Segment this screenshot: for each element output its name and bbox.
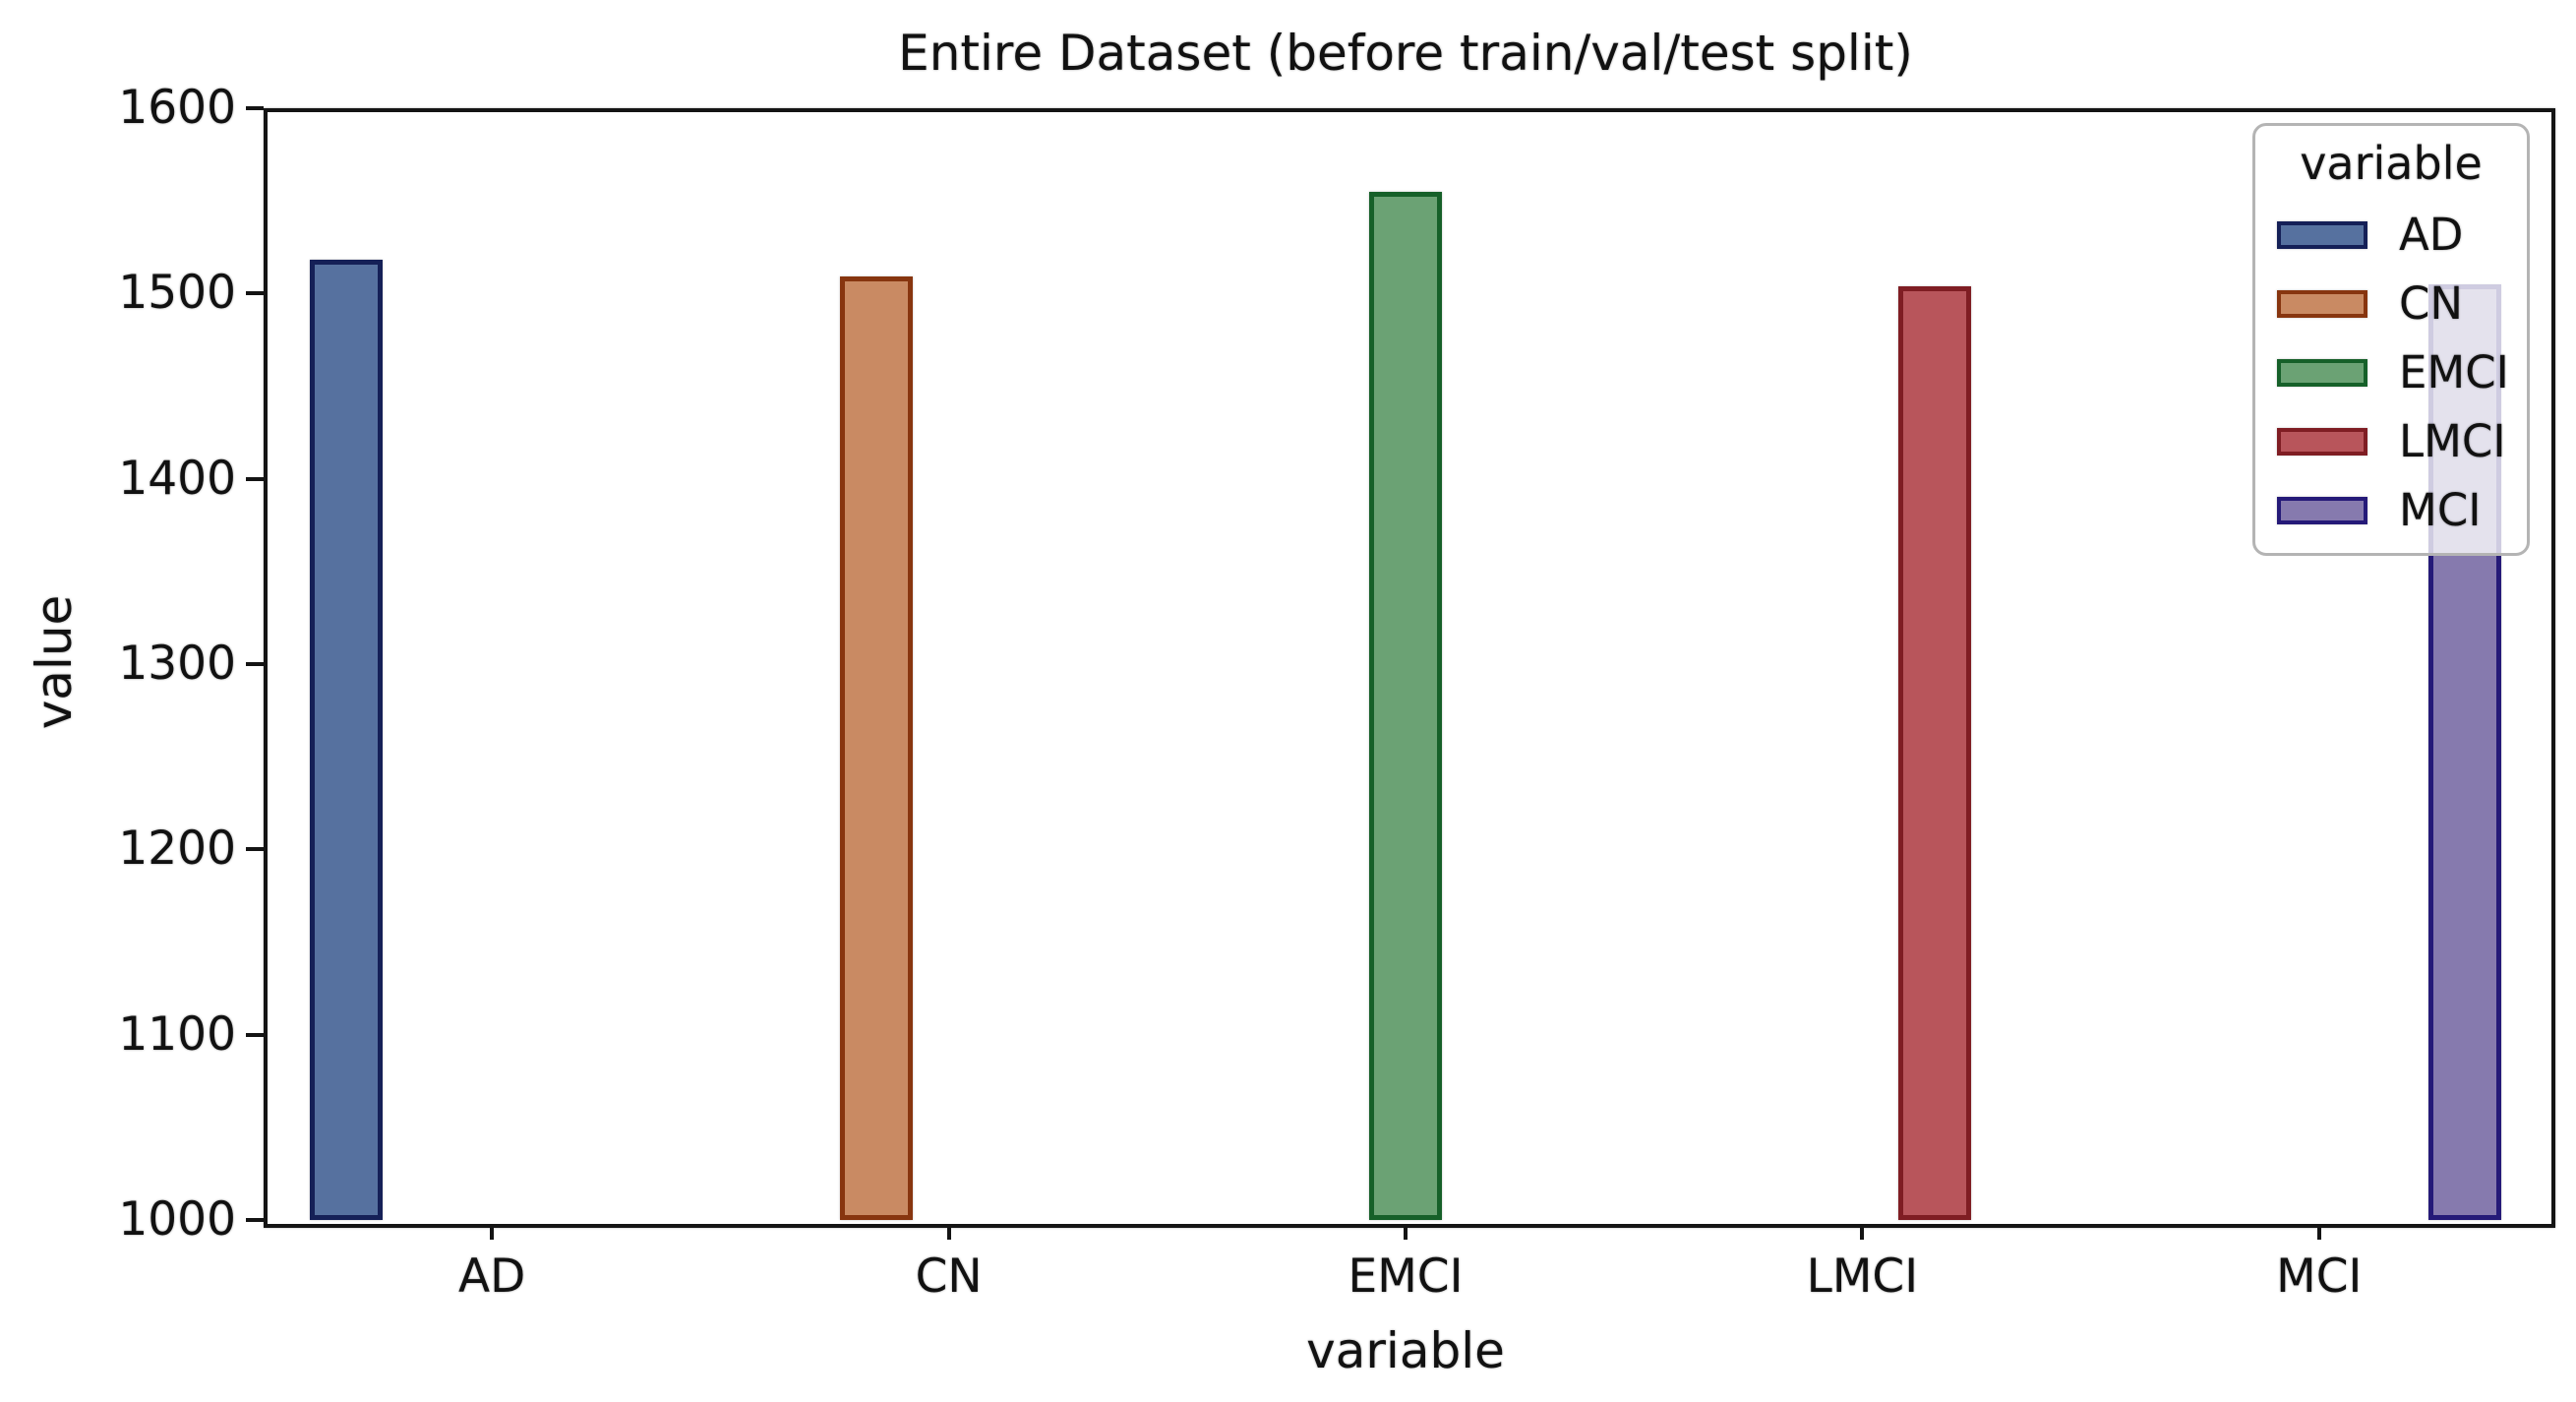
legend-swatch-MCI xyxy=(2277,497,2367,524)
legend-rows: AD CN EMCI LMCI MCI xyxy=(2255,201,2527,545)
y-tick-label: 1500 xyxy=(118,266,236,321)
legend-title: variable xyxy=(2300,137,2483,190)
legend-entry-AD: AD xyxy=(2255,201,2527,270)
legend-label-MCI: MCI xyxy=(2399,484,2482,536)
y-tick-label: 1100 xyxy=(118,1006,236,1062)
legend-swatch-CN xyxy=(2277,290,2367,318)
bar-LMCI xyxy=(1898,286,1971,1220)
legend-label-CN: CN xyxy=(2399,277,2464,330)
plot-area xyxy=(264,108,2555,1228)
bar-AD xyxy=(310,260,383,1220)
legend-entry-EMCI: EMCI xyxy=(2255,338,2527,407)
y-tick-label: 1300 xyxy=(118,637,236,691)
x-tick-mark xyxy=(1860,1224,1865,1240)
x-tick-label: LMCI xyxy=(1806,1250,1919,1304)
bar-CN xyxy=(840,276,913,1220)
x-tick-mark xyxy=(1404,1224,1408,1240)
legend-swatch-EMCI xyxy=(2277,359,2367,387)
legend: variable AD CN EMCI LMCI MCI xyxy=(2252,123,2530,556)
y-tick-label: 1200 xyxy=(118,822,236,877)
legend-entry-CN: CN xyxy=(2255,270,2527,338)
y-tick-mark xyxy=(246,291,264,296)
x-tick-label: MCI xyxy=(2276,1250,2363,1304)
chart-title: Entire Dataset (before train/val/test sp… xyxy=(898,25,1913,82)
y-tick-mark xyxy=(246,106,264,110)
x-axis-label: variable xyxy=(1306,1322,1505,1379)
x-tick-mark xyxy=(490,1224,495,1240)
bar-EMCI xyxy=(1369,192,1442,1220)
y-tick-label: 1000 xyxy=(118,1192,236,1247)
x-tick-mark xyxy=(2316,1224,2321,1240)
x-tick-label: AD xyxy=(458,1250,526,1304)
x-tick-mark xyxy=(946,1224,951,1240)
legend-entry-MCI: MCI xyxy=(2255,476,2527,545)
x-tick-label: CN xyxy=(915,1250,983,1304)
y-tick-label: 1600 xyxy=(118,81,236,135)
y-tick-mark xyxy=(246,476,264,481)
y-tick-mark xyxy=(246,662,264,666)
legend-swatch-AD xyxy=(2277,221,2367,249)
y-tick-mark xyxy=(246,1218,264,1222)
y-tick-mark xyxy=(246,1032,264,1037)
legend-label-LMCI: LMCI xyxy=(2399,415,2506,467)
y-tick-mark xyxy=(246,847,264,852)
legend-entry-LMCI: LMCI xyxy=(2255,407,2527,476)
legend-label-AD: AD xyxy=(2399,209,2464,261)
legend-swatch-LMCI xyxy=(2277,428,2367,456)
x-tick-label: EMCI xyxy=(1348,1250,1464,1304)
legend-label-EMCI: EMCI xyxy=(2399,346,2509,398)
y-tick-label: 1400 xyxy=(118,451,236,506)
